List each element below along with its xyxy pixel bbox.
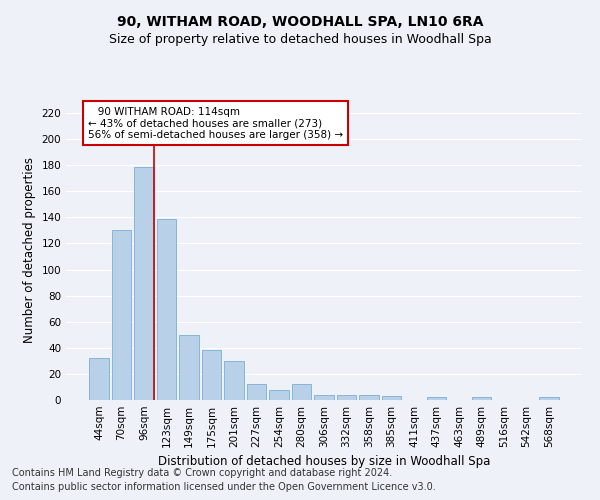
Text: Size of property relative to detached houses in Woodhall Spa: Size of property relative to detached ho… <box>109 32 491 46</box>
Bar <box>314 395 334 400</box>
Bar <box>134 166 154 400</box>
Bar <box>269 390 289 400</box>
Bar <box>337 395 356 400</box>
Bar <box>179 335 199 400</box>
Bar <box>292 384 311 400</box>
Text: 90, WITHAM ROAD, WOODHALL SPA, LN10 6RA: 90, WITHAM ROAD, WOODHALL SPA, LN10 6RA <box>117 15 483 29</box>
Text: Contains HM Land Registry data © Crown copyright and database right 2024.: Contains HM Land Registry data © Crown c… <box>12 468 392 477</box>
Y-axis label: Number of detached properties: Number of detached properties <box>23 157 36 343</box>
Bar <box>472 398 491 400</box>
Bar <box>382 396 401 400</box>
Bar <box>157 218 176 400</box>
Bar <box>89 358 109 400</box>
Bar <box>202 350 221 400</box>
Bar <box>359 395 379 400</box>
X-axis label: Distribution of detached houses by size in Woodhall Spa: Distribution of detached houses by size … <box>158 456 490 468</box>
Bar <box>224 361 244 400</box>
Text: 90 WITHAM ROAD: 114sqm
← 43% of detached houses are smaller (273)
56% of semi-de: 90 WITHAM ROAD: 114sqm ← 43% of detached… <box>88 106 343 140</box>
Bar <box>427 398 446 400</box>
Text: Contains public sector information licensed under the Open Government Licence v3: Contains public sector information licen… <box>12 482 436 492</box>
Bar <box>539 398 559 400</box>
Bar <box>112 230 131 400</box>
Bar <box>247 384 266 400</box>
